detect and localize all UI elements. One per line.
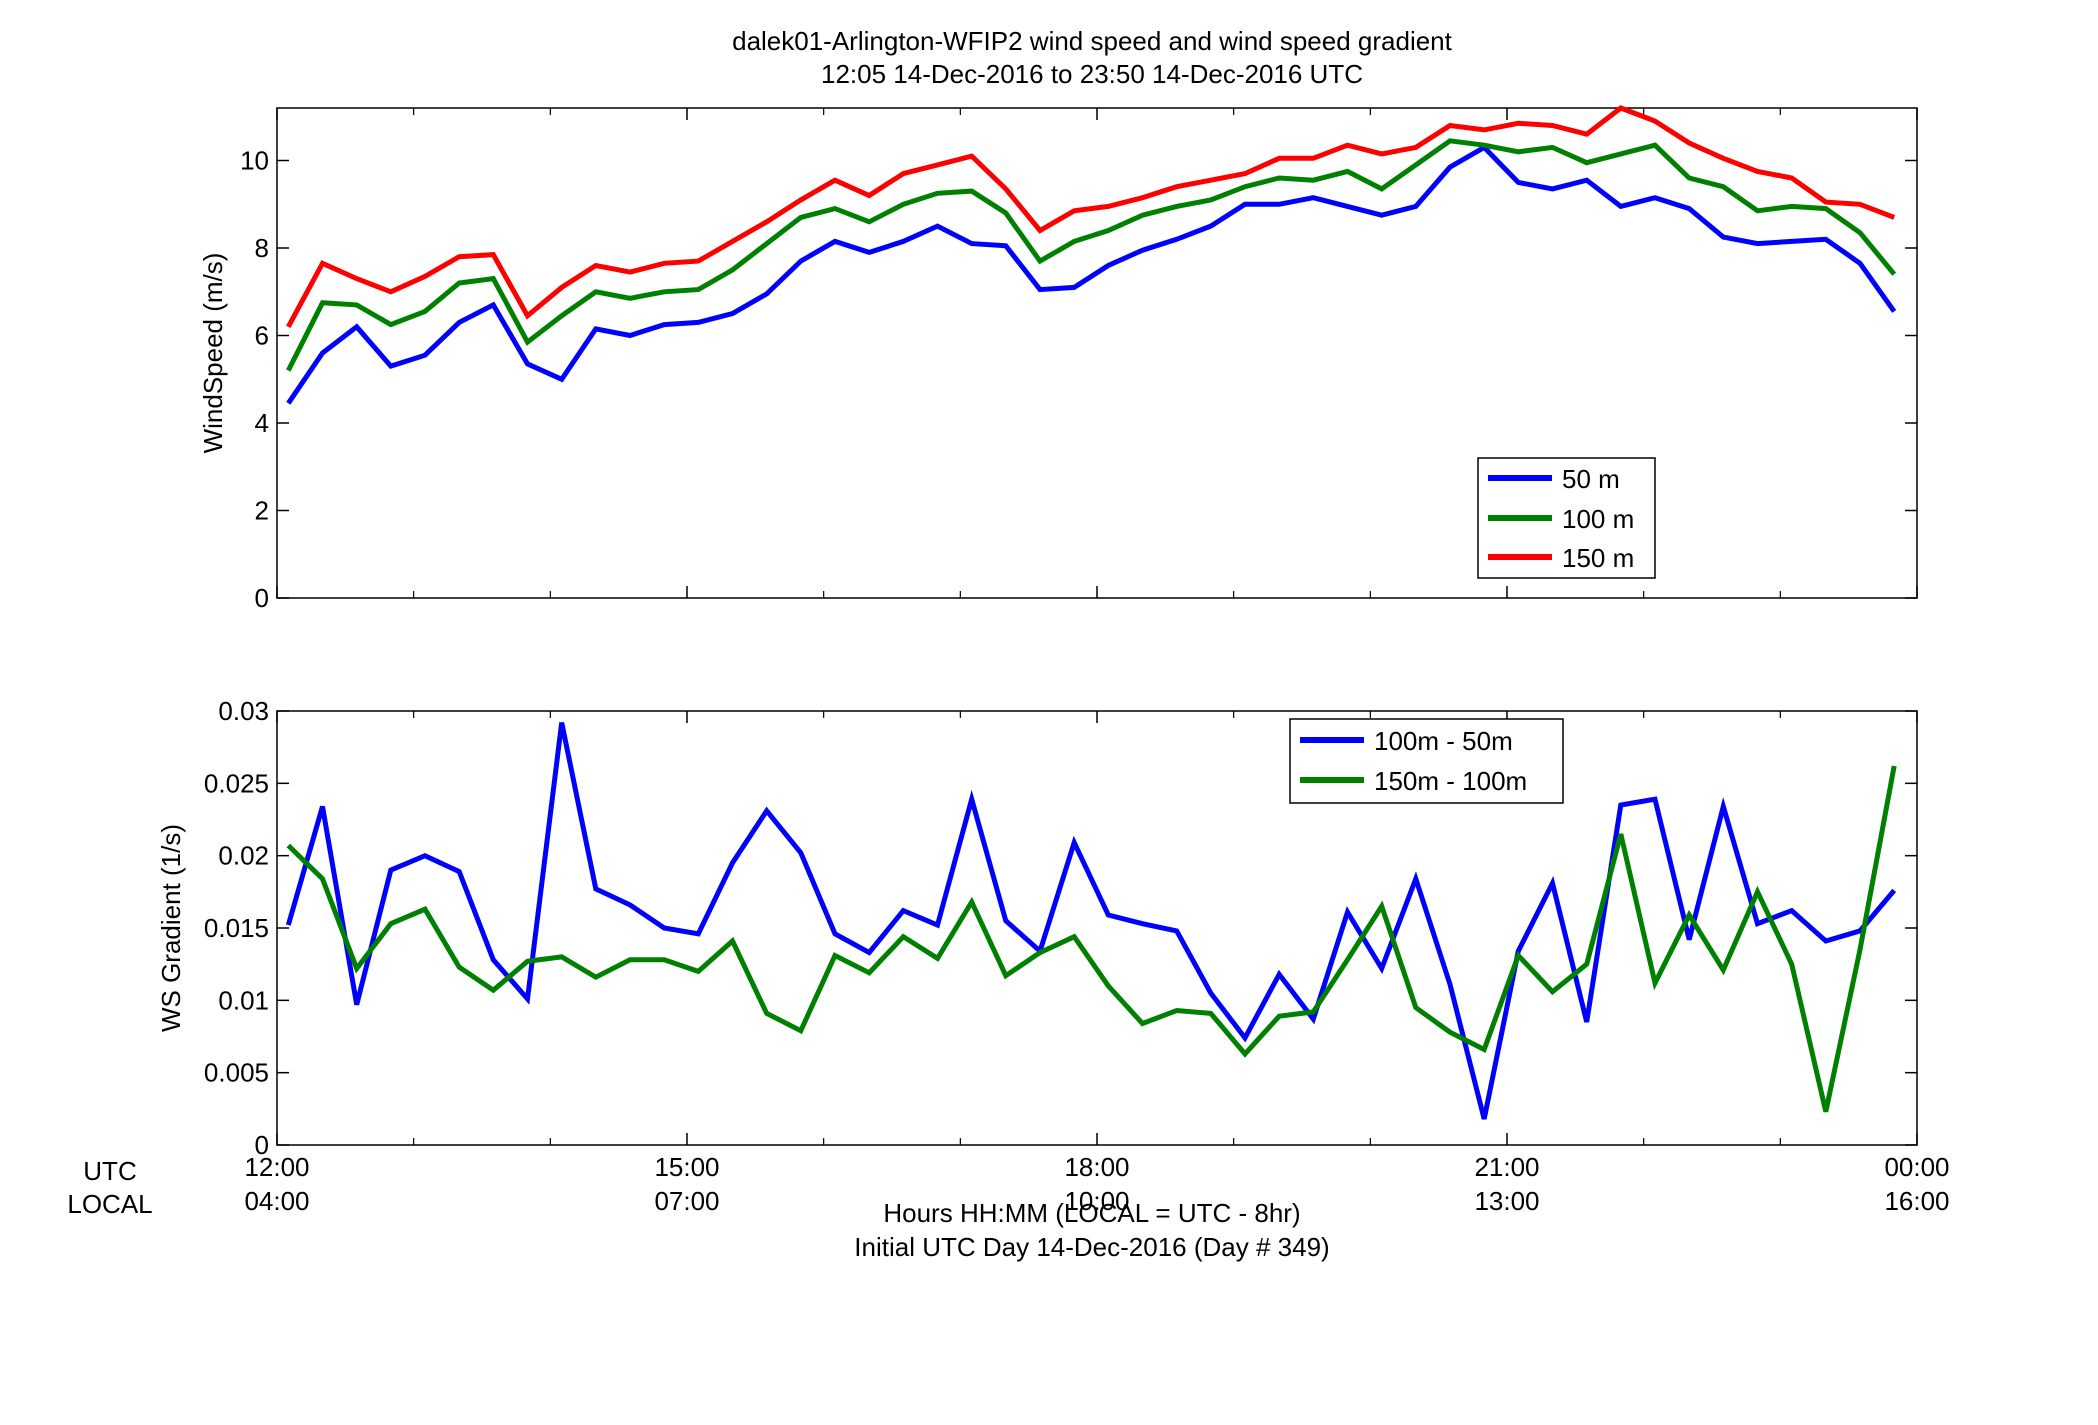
xtick-local-label: 13:00	[1474, 1186, 1539, 1216]
ytick-label: 0.03	[218, 696, 269, 726]
xtick-utc-label: 18:00	[1064, 1152, 1129, 1182]
xrow-label-local: LOCAL	[67, 1189, 152, 1219]
gradient-legend-box	[1289, 718, 1564, 804]
series-line-150m-100m	[286, 765, 1897, 1113]
xtick-local-label: 04:00	[244, 1186, 309, 1216]
series-line-150-m	[286, 105, 1896, 328]
windspeed-ticks: 0 2 4 6 8 10	[240, 108, 1918, 613]
legend-label-150m-100m: 150m - 100m	[1374, 766, 1527, 796]
legend-label-150m: 150 m	[1562, 543, 1634, 573]
ytick-label: 0.005	[204, 1058, 269, 1088]
windspeed-ylabel: WindSpeed (m/s)	[198, 253, 228, 454]
ytick-label: 0.02	[218, 841, 269, 871]
xtick-local-label: 10:00	[1064, 1186, 1129, 1216]
figure-title-line1: dalek01-Arlington-WFIP2 wind speed and w…	[732, 26, 1453, 56]
gradient-legend[interactable]: 100m - 50m 150m - 100m	[1289, 718, 1564, 804]
gradient-ylabel: WS Gradient (1/s)	[156, 824, 186, 1032]
xaxis-label-line1: Hours HH:MM (LOCAL = UTC - 8hr)	[883, 1198, 1300, 1228]
windspeed-legend[interactable]: 50 m 100 m 150 m	[1477, 457, 1656, 579]
windspeed-series-lines	[286, 105, 1897, 405]
ytick-label: 6	[255, 321, 269, 351]
xaxis-label-line2: Initial UTC Day 14-Dec-2016 (Day # 349)	[854, 1232, 1329, 1262]
series-line-50-m	[286, 144, 1897, 405]
gradient-ticks: 0 0.005 0.01 0.015 0.02 0.025 0.03	[204, 696, 1918, 1160]
xtick-local-label: 07:00	[654, 1186, 719, 1216]
ytick-label: 0.015	[204, 913, 269, 943]
ytick-label: 10	[240, 146, 269, 176]
xtick-utc-label: 15:00	[654, 1152, 719, 1182]
gradient-series-lines	[285, 722, 1897, 1120]
gradient-axes-box	[276, 710, 1918, 1146]
series-line-100m-50m	[285, 722, 1897, 1120]
ytick-label: 0.01	[218, 985, 269, 1015]
figure-title-line2: 12:05 14-Dec-2016 to 23:50 14-Dec-2016 U…	[821, 59, 1363, 89]
legend-label-100m-50m: 100m - 50m	[1374, 726, 1513, 756]
ytick-label: 4	[255, 408, 269, 438]
ytick-label: 0	[255, 583, 269, 613]
ytick-label: 0	[255, 1130, 269, 1160]
legend-label-100m: 100 m	[1562, 504, 1634, 534]
ytick-label: 2	[255, 496, 269, 526]
ytick-label: 8	[255, 233, 269, 263]
xtick-utc-label: 21:00	[1474, 1152, 1539, 1182]
ytick-label: 0.025	[204, 768, 269, 798]
legend-label-50m: 50 m	[1562, 464, 1620, 494]
xtick-local-label: 16:00	[1884, 1186, 1949, 1216]
windspeed-panel: 0 2 4 6 8 10 WindSpeed (m/s) 50 m 100 m 150 m	[198, 105, 1918, 613]
xtick-utc-label: 00:00	[1884, 1152, 1949, 1182]
xrow-label-utc: UTC	[83, 1156, 136, 1186]
series-line-100-m	[286, 138, 1897, 372]
gradient-panel: 0 0.005 0.01 0.015 0.02 0.025 0.03 WS Gradient…	[156, 696, 1918, 1160]
xtick-utc-label: 12:00	[244, 1152, 309, 1182]
